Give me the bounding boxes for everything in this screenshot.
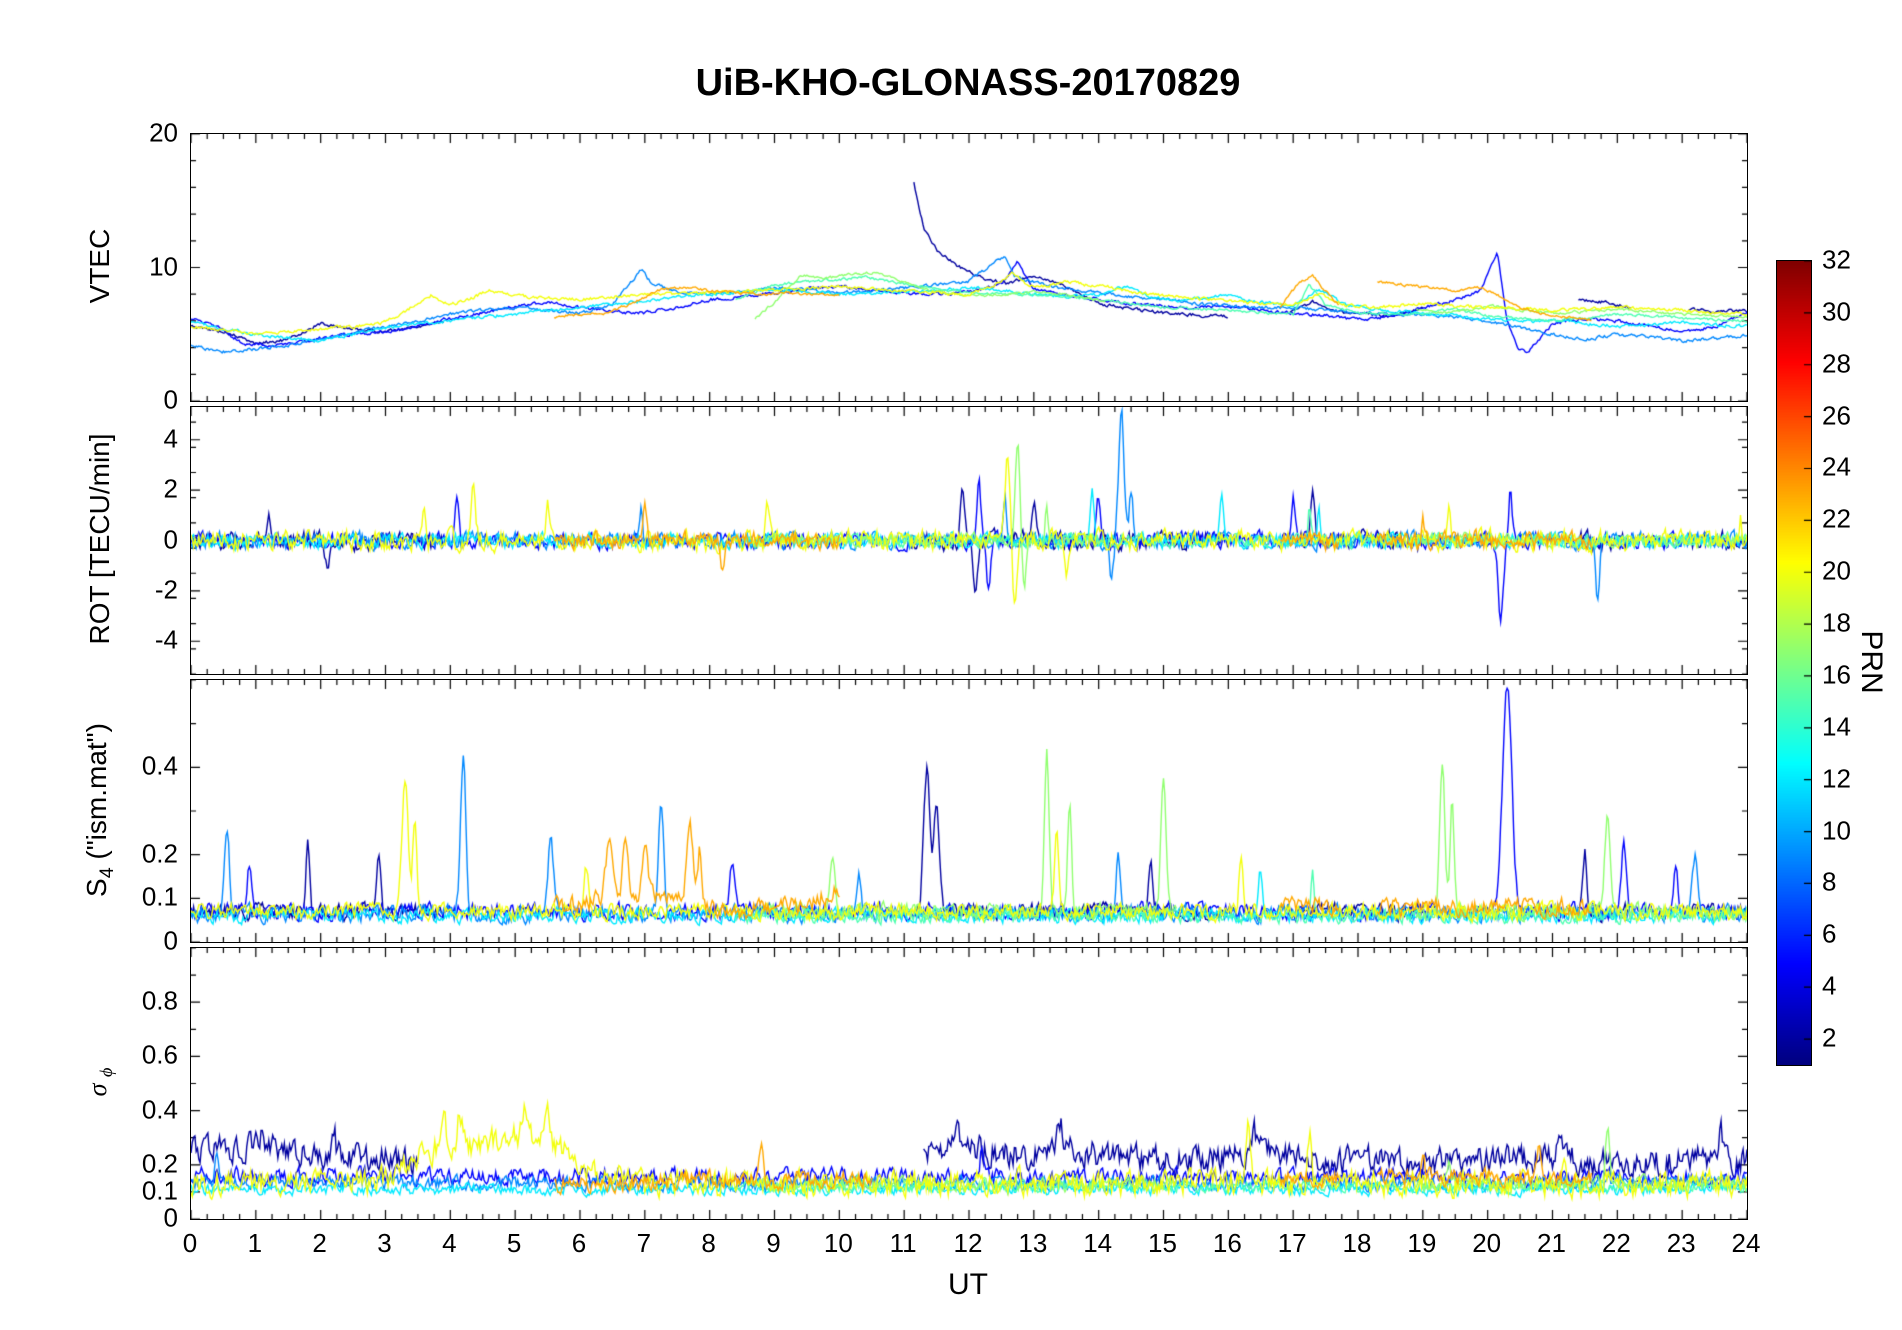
y-tick-label: 0.1 — [141, 1175, 178, 1206]
vtec-plot-canvas — [191, 134, 1747, 401]
x-tick-label: 24 — [1731, 1228, 1761, 1258]
x-tick-label: 16 — [1212, 1228, 1242, 1258]
s4-panel — [190, 679, 1748, 943]
y-tick-label: 0.2 — [141, 838, 178, 869]
colorbar-tick-label: 22 — [1822, 503, 1851, 534]
x-tick-label: 10 — [823, 1228, 853, 1258]
rot-panel — [190, 406, 1748, 675]
x-tick-label: 15 — [1148, 1228, 1177, 1258]
vtec-axis-label-text: VTEC — [84, 228, 115, 304]
s4-plot-canvas — [191, 680, 1747, 942]
x-tick-label: 5 — [506, 1228, 522, 1258]
x-tick-label: 12 — [953, 1228, 983, 1258]
sigma-phi-plot-canvas — [191, 948, 1747, 1219]
colorbar-tick-label: 32 — [1822, 244, 1851, 275]
x-tick-label: 20 — [1472, 1228, 1502, 1258]
colorbar-tick-label: 2 — [1822, 1022, 1837, 1053]
vtec-panel — [190, 133, 1748, 402]
y-tick-label: 0.1 — [141, 881, 178, 912]
x-tick-label: 21 — [1537, 1228, 1566, 1258]
y-tick-label: 0.4 — [141, 750, 178, 781]
colorbar-tick-label: 16 — [1822, 659, 1851, 690]
y-tick-label: 0 — [163, 1202, 178, 1233]
page-title: UiB-KHO-GLONASS-20170829 — [695, 62, 1241, 104]
y-tick-label: 20 — [149, 117, 178, 148]
colorbar-tick-label: 20 — [1822, 555, 1851, 586]
x-tick-label: 6 — [571, 1228, 587, 1258]
x-tick-label: 9 — [766, 1228, 781, 1258]
x-tick-label: 11 — [889, 1228, 917, 1258]
y-tick-label: 10 — [149, 251, 178, 281]
colorbar-tick-label: 26 — [1822, 400, 1851, 431]
rot-axis-label-text: ROT [TECU/min] — [84, 433, 115, 645]
phi-axis-label-sub: ϕ — [96, 1067, 117, 1078]
x-tick-label: 23 — [1666, 1228, 1696, 1258]
colorbar-tick-label: 24 — [1822, 451, 1851, 482]
x-tick-label: 1 — [247, 1228, 263, 1258]
colorbar — [1776, 260, 1812, 1066]
s4-axis-label-sub: 4 — [95, 867, 118, 879]
y-tick-label: -2 — [154, 574, 178, 605]
colorbar-tick-label: 6 — [1822, 918, 1837, 949]
y-tick-label: 2 — [163, 473, 178, 504]
s4-axis-label-text: S — [81, 878, 113, 897]
rot-axis-label: ROT [TECU/min] — [84, 433, 116, 644]
vtec-axis-label: VTEC — [84, 229, 116, 304]
y-tick-label: 0 — [163, 925, 178, 956]
x-axis-label: UT — [948, 1268, 988, 1301]
colorbar-label: PRN — [1855, 630, 1888, 694]
x-tick-label: 18 — [1342, 1228, 1372, 1258]
x-tick-label: 7 — [636, 1228, 652, 1258]
x-tick-label: 3 — [377, 1228, 392, 1258]
s4-axis-label-rest: ("ism.mat") — [81, 723, 113, 868]
x-tick-label: 14 — [1083, 1228, 1113, 1258]
y-tick-label: 0.8 — [141, 985, 178, 1016]
y-tick-label: 0 — [163, 524, 178, 554]
x-tick-label: 22 — [1601, 1228, 1631, 1258]
colorbar-tick-label: 12 — [1822, 763, 1851, 794]
x-tick-label: 8 — [701, 1228, 716, 1258]
y-tick-label: 4 — [163, 423, 178, 454]
colorbar-tick-label: 30 — [1822, 296, 1851, 327]
colorbar-tick-label: 10 — [1822, 815, 1851, 846]
x-tick-label: 2 — [312, 1228, 327, 1258]
sigma-phi-axis-label: σ ϕ — [83, 1068, 117, 1097]
y-tick-label: 0 — [163, 384, 178, 415]
colorbar-tick-label: 4 — [1822, 970, 1837, 1001]
colorbar-tick-label: 28 — [1822, 348, 1851, 379]
sigma-axis-label-text: σ — [82, 1083, 112, 1097]
colorbar-tick-label: 14 — [1822, 711, 1851, 742]
rot-plot-canvas — [191, 407, 1747, 674]
y-tick-label: -4 — [154, 624, 178, 655]
y-tick-label: 0.2 — [141, 1148, 178, 1179]
colorbar-tick-label: 8 — [1822, 866, 1837, 897]
s4-axis-label: S4 ("ism.mat") — [81, 723, 119, 897]
x-tick-label: 0 — [182, 1228, 198, 1258]
x-tick-label: 19 — [1407, 1228, 1437, 1258]
colorbar-tick-label: 18 — [1822, 607, 1851, 638]
y-tick-label: 0.6 — [141, 1039, 178, 1070]
colorbar-gradient-canvas — [1777, 261, 1811, 1065]
x-tick-label: 17 — [1277, 1228, 1307, 1258]
x-tick-label: 4 — [442, 1228, 457, 1258]
y-tick-label: 0.4 — [141, 1094, 178, 1125]
sigma-phi-panel — [190, 947, 1748, 1220]
x-tick-label: 13 — [1018, 1228, 1048, 1258]
